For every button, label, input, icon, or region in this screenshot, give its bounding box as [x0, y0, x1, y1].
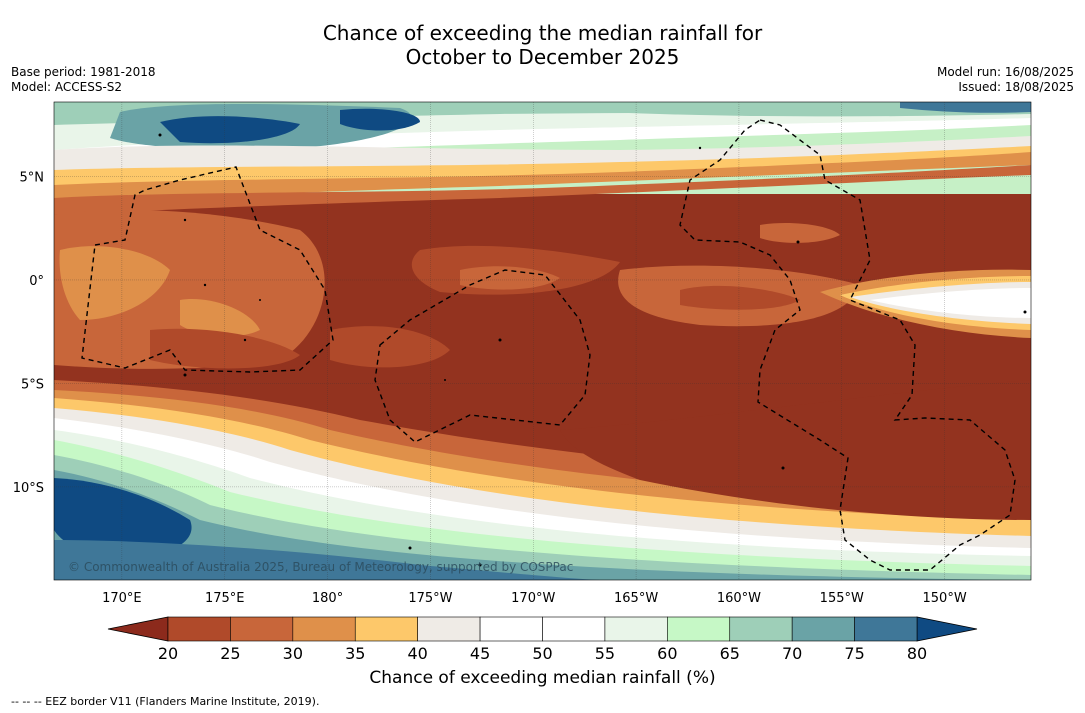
longitude-tick-label: 170°W	[511, 591, 555, 606]
base-period: Base period: 1981-2018	[11, 65, 156, 79]
colorbar-over-arrow	[916, 616, 978, 642]
colorbar-segment	[417, 616, 481, 642]
title-line-2: October to December 2025	[405, 45, 680, 69]
latitude-tick-label: 5°S	[21, 377, 44, 392]
longitude-tick-label: 155°W	[820, 591, 864, 606]
eez-border-kiribati-line	[679, 119, 1016, 571]
colorbar-segment	[854, 616, 918, 642]
colorbar-segment	[167, 616, 231, 642]
longitude-tick-label: 180°	[312, 591, 343, 606]
eez-border-kiribati-phoenix	[374, 269, 591, 443]
eez-border-kiribati-gilbert	[81, 166, 334, 373]
issued-date: Issued: 18/08/2025	[958, 80, 1074, 94]
eez-borders	[81, 119, 1016, 571]
colorbar-segment	[354, 616, 418, 642]
map-title: Chance of exceeding the median rainfall …	[0, 21, 1085, 69]
colorbar-segment	[542, 616, 606, 642]
colorbar-tick-label: 25	[220, 644, 240, 663]
model-name: Model: ACCESS-S2	[11, 80, 123, 94]
gridlines	[54, 102, 1031, 580]
colorbar-segment	[230, 616, 294, 642]
island-markers	[158, 133, 1027, 567]
longitude-tick-label: 175°E	[205, 591, 245, 606]
longitude-labels: 170°E 175°E 180° 175°W 170°W 165°W 160°W 155°W 1…	[102, 591, 967, 606]
colorbar-segment	[791, 616, 855, 642]
copyright-notice: © Commonwealth of Australia 2025, Bureau…	[68, 560, 573, 574]
meta-right: Model run: 16/08/2025 Issued: 18/08/2025	[937, 65, 1074, 95]
colorbar-tick-label: 75	[844, 644, 864, 663]
colorbar-segment	[479, 616, 543, 642]
colorbar-tick-label: 30	[283, 644, 303, 663]
latitude-tick-label: 10°S	[13, 481, 44, 496]
colorbar-tick-label: 40	[407, 644, 427, 663]
colorbar: 20 25 30 35 40 45 50 55 60 65 70 75 80	[107, 616, 978, 663]
colorbar-segment	[667, 616, 731, 642]
longitude-tick-label: 150°W	[923, 591, 967, 606]
colorbar-tick-label: 50	[532, 644, 552, 663]
colorbar-tick-label: 45	[470, 644, 490, 663]
colorbar-segment	[604, 616, 668, 642]
colorbar-tick-label: 70	[782, 644, 802, 663]
latitude-tick-label: 0°	[29, 274, 44, 289]
meta-left: Base period: 1981-2018 Model: ACCESS-S2	[11, 65, 156, 95]
colorbar-tick-label: 35	[345, 644, 365, 663]
colorbar-tick-label: 20	[158, 644, 178, 663]
longitude-tick-label: 175°W	[408, 591, 452, 606]
colorbar-tick-label: 80	[907, 644, 927, 663]
eez-footnote: -- -- -- EEZ border V11 (Flanders Marine…	[11, 695, 320, 708]
latitude-tick-label: 5°N	[20, 170, 45, 185]
latitude-labels: 5°N 0° 5°S 10°S	[13, 170, 44, 495]
model-run: Model run: 16/08/2025	[936, 65, 1074, 79]
colorbar-tick-label: 60	[657, 644, 677, 663]
colorbar-segment	[729, 616, 793, 642]
longitude-tick-label: 170°E	[102, 591, 142, 606]
colorbar-label: Chance of exceeding median rainfall (%)	[369, 668, 716, 688]
colorbar-under-arrow	[107, 616, 169, 642]
colorbar-tick-label: 65	[720, 644, 740, 663]
longitude-tick-label: 160°W	[717, 591, 761, 606]
colorbar-segment	[292, 616, 356, 642]
rainfall-field	[54, 102, 1031, 580]
longitude-tick-label: 165°W	[614, 591, 658, 606]
title-line-1: Chance of exceeding the median rainfall …	[322, 21, 763, 45]
colorbar-tick-label: 55	[595, 644, 615, 663]
